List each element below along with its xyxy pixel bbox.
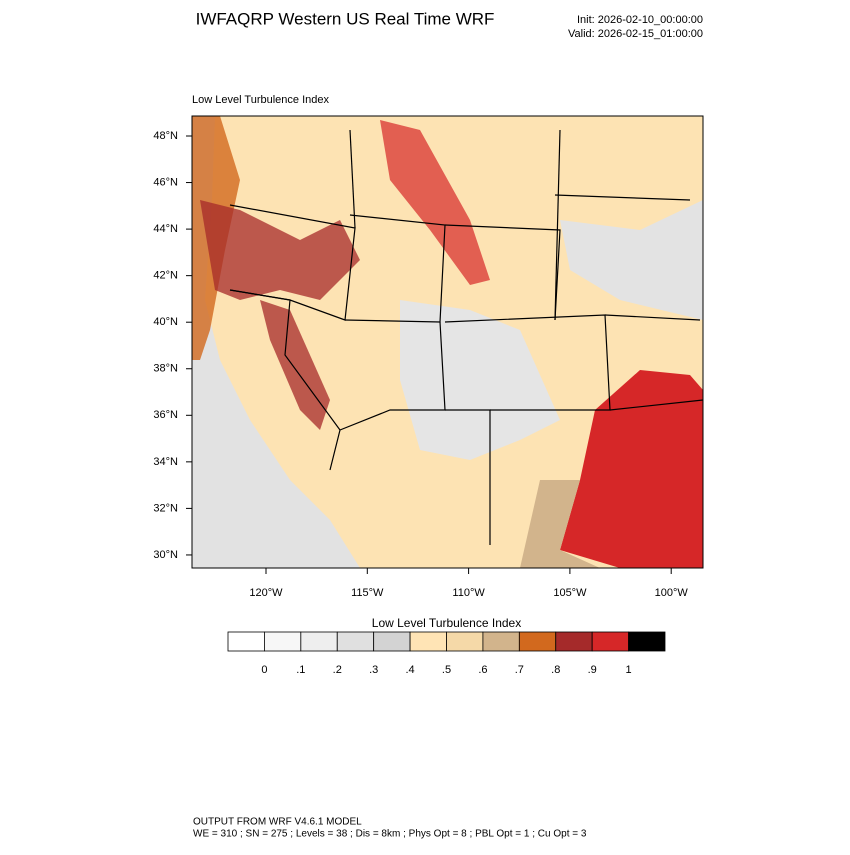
lat-label: 32°N bbox=[153, 502, 178, 514]
map bbox=[191, 115, 704, 569]
colorbar-label: .2 bbox=[333, 664, 342, 676]
colorbar-label: .6 bbox=[478, 664, 487, 676]
lat-label: 34°N bbox=[153, 456, 178, 468]
colorbar-box bbox=[555, 631, 593, 652]
colorbar-box bbox=[628, 631, 666, 652]
state-borders bbox=[229, 129, 703, 545]
lat-label: 40°N bbox=[153, 316, 178, 328]
colorbar-box bbox=[373, 631, 411, 652]
lon-label: 100°W bbox=[655, 587, 689, 599]
footer-line: WE = 310 ; SN = 275 ; Levels = 38 ; Dis … bbox=[193, 829, 587, 840]
texas-region bbox=[560, 370, 703, 568]
lon-label: 110°W bbox=[452, 587, 485, 599]
valid-time: Valid: 2026-02-15_01:00:00 bbox=[568, 28, 703, 40]
colorbar-label: .8 bbox=[551, 664, 560, 676]
colorbar-box bbox=[591, 631, 629, 652]
colorbar-label: .5 bbox=[442, 664, 451, 676]
colorbar-box bbox=[300, 631, 338, 652]
map-subtitle: Low Level Turbulence Index bbox=[192, 94, 329, 106]
rockies-region bbox=[380, 120, 490, 285]
lat-label: 30°N bbox=[153, 549, 178, 561]
colorbar-label: 1 bbox=[626, 664, 632, 676]
colorbar-box bbox=[336, 631, 375, 652]
colorbar-label: .4 bbox=[405, 664, 414, 676]
lat-label: 42°N bbox=[153, 270, 178, 282]
colorbar-box bbox=[264, 631, 302, 652]
colorbar-label: .7 bbox=[515, 664, 524, 676]
colorbar-box bbox=[227, 631, 265, 652]
colorbar-box bbox=[409, 631, 447, 652]
low-index-region bbox=[400, 300, 560, 460]
init-time: Init: 2026-02-10_00:00:00 bbox=[577, 14, 703, 26]
lon-label: 115°W bbox=[351, 587, 384, 599]
high-index-region bbox=[200, 200, 360, 300]
lon-label: 120°W bbox=[249, 587, 283, 599]
sierra-region bbox=[260, 300, 330, 430]
colorbar-box bbox=[482, 631, 520, 652]
colorbar-label: 0 bbox=[261, 664, 267, 676]
ocean bbox=[192, 116, 360, 568]
lat-label: 46°N bbox=[153, 176, 178, 188]
lat-label: 48°N bbox=[153, 130, 178, 142]
colorbar-label: .9 bbox=[588, 664, 597, 676]
plains-low-region bbox=[560, 200, 703, 320]
colorbar-label: .1 bbox=[296, 664, 305, 676]
lat-label: 36°N bbox=[153, 409, 178, 421]
lat-label: 44°N bbox=[153, 223, 178, 235]
map-frame bbox=[191, 115, 704, 569]
title: IWFAQRP Western US Real Time WRF bbox=[196, 9, 495, 28]
lat-label: 38°N bbox=[153, 363, 178, 375]
colorbar-label: .3 bbox=[369, 664, 378, 676]
colorbar-title: Low Level Turbulence Index bbox=[372, 616, 521, 630]
transition-region bbox=[520, 480, 600, 568]
colorbar-box bbox=[518, 631, 557, 652]
colorbar-box bbox=[446, 631, 484, 652]
lon-label: 105°W bbox=[553, 587, 587, 599]
footer-line: OUTPUT FROM WRF V4.6.1 MODEL bbox=[193, 817, 362, 828]
